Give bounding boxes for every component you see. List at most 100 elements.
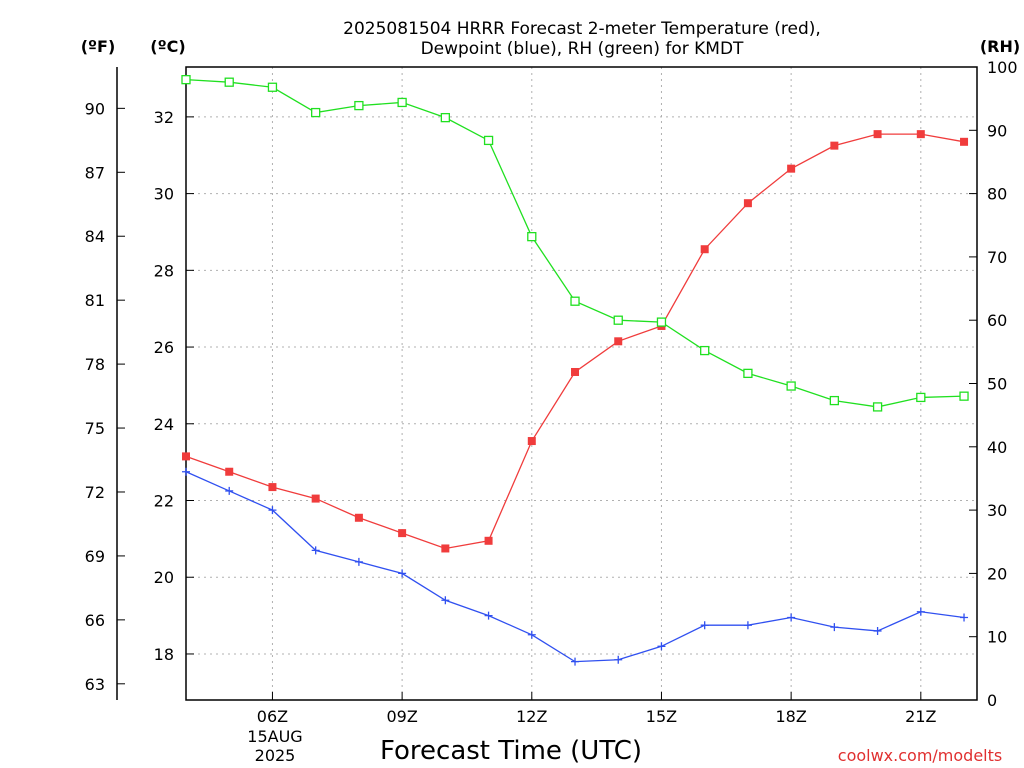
data-point <box>700 621 709 630</box>
fahrenheit-tick-label: 84 <box>85 227 105 246</box>
fahrenheit-tick-label: 72 <box>85 483 105 502</box>
data-point <box>787 613 796 622</box>
data-point <box>440 112 450 123</box>
data-point <box>916 130 925 139</box>
rh-tick-label: 70 <box>987 248 1007 267</box>
x-tick-label: 21Z <box>905 707 936 726</box>
data-point <box>311 494 320 503</box>
fahrenheit-tick-label: 63 <box>85 675 105 694</box>
series-line-rh <box>185 79 965 408</box>
data-point <box>181 75 191 85</box>
data-point <box>441 596 450 605</box>
data-point <box>397 97 407 108</box>
data-point <box>743 621 752 630</box>
data-point <box>916 392 926 403</box>
data-point <box>354 513 363 522</box>
data-point <box>830 623 839 632</box>
data-point <box>483 135 494 146</box>
data-point <box>267 82 278 92</box>
fahrenheit-tick-label: 66 <box>85 611 105 630</box>
celsius-tick-label: 28 <box>154 261 174 280</box>
data-point <box>614 655 623 664</box>
data-point <box>657 642 666 651</box>
celsius-tick-label: 30 <box>154 185 174 204</box>
data-point <box>614 337 623 346</box>
date-label-year: 2025 <box>255 746 296 765</box>
data-point <box>182 452 190 461</box>
series-rh <box>181 75 969 412</box>
data-point <box>873 130 882 139</box>
fahrenheit-tick-label: 81 <box>85 291 105 310</box>
chart-title-line-1: 2025081504 HRRR Forecast 2-meter Tempera… <box>343 19 821 39</box>
x-tick-label: 18Z <box>775 707 806 726</box>
data-point <box>268 506 277 515</box>
x-axis-title: Forecast Time (UTC) <box>380 736 642 766</box>
rh-tick-label: 100 <box>987 58 1018 77</box>
data-point <box>225 467 234 476</box>
data-point <box>787 164 796 173</box>
date-label-day: 15AUG <box>247 727 302 746</box>
rh-tick-label: 20 <box>987 564 1007 583</box>
series-layer <box>181 75 969 666</box>
data-point <box>484 536 493 545</box>
x-tick-label: 12Z <box>516 707 547 726</box>
data-point <box>873 626 882 635</box>
rh-tick-label: 40 <box>987 438 1007 457</box>
data-point <box>786 381 796 391</box>
axes: 18 20 22 24 26 28 30 32 63 66 69 72 75 78 81 84 87 90 0 10 2… <box>85 58 1018 726</box>
celsius-tick-label: 24 <box>154 415 174 434</box>
data-point <box>700 345 710 356</box>
plot-frame <box>185 66 978 701</box>
data-point <box>527 630 536 639</box>
rh-tick-label: 60 <box>987 311 1007 330</box>
rh-tick-label: 50 <box>987 375 1007 394</box>
data-point <box>311 107 321 118</box>
data-point <box>484 611 493 620</box>
fahrenheit-unit-label: (ºF) <box>81 37 116 56</box>
x-tick-label: 09Z <box>386 707 417 726</box>
grid-lines <box>186 67 977 700</box>
rh-tick-label: 10 <box>987 628 1007 647</box>
series-temperature <box>182 130 969 553</box>
rh-unit-label: (RH) <box>980 37 1020 56</box>
data-point <box>571 657 580 666</box>
celsius-tick-label: 32 <box>154 108 174 127</box>
data-point <box>571 367 580 376</box>
data-point <box>225 486 234 495</box>
data-point <box>224 77 234 87</box>
data-point <box>743 368 753 379</box>
fahrenheit-tick-label: 75 <box>85 419 105 438</box>
celsius-tick-label: 18 <box>154 645 174 664</box>
data-point <box>829 395 840 406</box>
series-dewpoint <box>182 467 969 666</box>
celsius-tick-label: 26 <box>154 338 174 357</box>
data-point <box>960 613 969 622</box>
data-point <box>398 569 407 578</box>
data-point <box>656 317 667 327</box>
data-point <box>354 557 363 566</box>
x-tick-label: 06Z <box>257 707 288 726</box>
data-point <box>441 544 450 553</box>
celsius-tick-label: 22 <box>154 492 174 511</box>
data-point <box>916 607 925 616</box>
credit-label: coolwx.com/modelts <box>838 746 1002 765</box>
data-point <box>960 137 969 146</box>
rh-tick-label: 80 <box>987 185 1007 204</box>
data-point <box>700 245 709 254</box>
fahrenheit-tick-label: 87 <box>85 163 105 182</box>
data-point <box>959 391 969 401</box>
celsius-unit-label: (ºC) <box>150 37 185 56</box>
fahrenheit-tick-label: 78 <box>85 355 105 374</box>
data-point <box>311 546 320 555</box>
rh-tick-label: 30 <box>987 501 1007 520</box>
rh-tick-label: 0 <box>987 691 997 710</box>
fahrenheit-tick-label: 69 <box>85 547 105 566</box>
x-tick-label: 15Z <box>646 707 677 726</box>
data-point <box>613 315 623 325</box>
celsius-tick-label: 20 <box>154 568 174 587</box>
data-point <box>398 529 407 538</box>
series-line-temperature <box>185 133 965 550</box>
chart-title-line-2: Dewpoint (blue), RH (green) for KMDT <box>421 39 744 59</box>
data-point <box>743 199 752 208</box>
